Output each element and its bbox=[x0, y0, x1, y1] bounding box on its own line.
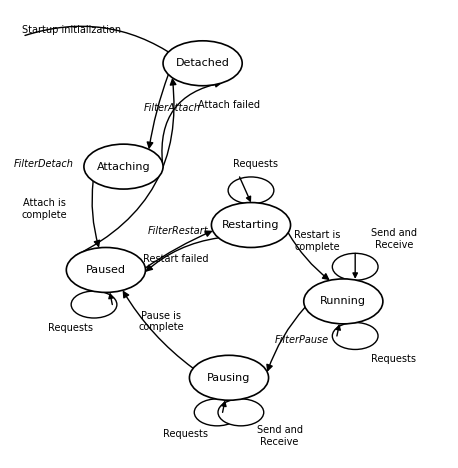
Text: Pausing: Pausing bbox=[207, 373, 251, 383]
FancyArrowPatch shape bbox=[147, 238, 218, 271]
FancyArrowPatch shape bbox=[232, 402, 236, 412]
FancyArrowPatch shape bbox=[123, 292, 193, 368]
Text: Attaching: Attaching bbox=[97, 161, 150, 172]
Text: Attach failed: Attach failed bbox=[198, 101, 260, 110]
Text: FilterAttach: FilterAttach bbox=[143, 103, 200, 113]
FancyArrowPatch shape bbox=[76, 79, 176, 256]
Ellipse shape bbox=[66, 248, 146, 292]
Text: Send and
Receive: Send and Receive bbox=[256, 425, 303, 446]
Text: FilterRestart: FilterRestart bbox=[148, 226, 209, 236]
Text: Running: Running bbox=[320, 296, 366, 307]
FancyArrowPatch shape bbox=[145, 231, 211, 268]
Text: Requests: Requests bbox=[371, 354, 416, 365]
Ellipse shape bbox=[333, 253, 378, 280]
Ellipse shape bbox=[333, 322, 378, 350]
Text: Startup initialization: Startup initialization bbox=[22, 25, 121, 35]
Text: Restarting: Restarting bbox=[222, 220, 280, 230]
Ellipse shape bbox=[190, 355, 268, 400]
Text: Pause is
complete: Pause is complete bbox=[138, 311, 184, 332]
Text: Restart failed: Restart failed bbox=[143, 254, 209, 264]
FancyArrowPatch shape bbox=[353, 253, 357, 278]
Text: Detached: Detached bbox=[176, 58, 229, 68]
Ellipse shape bbox=[228, 177, 274, 204]
FancyArrowPatch shape bbox=[267, 307, 305, 371]
Ellipse shape bbox=[194, 399, 240, 426]
Ellipse shape bbox=[71, 291, 117, 318]
FancyArrowPatch shape bbox=[92, 181, 100, 246]
FancyArrowPatch shape bbox=[109, 294, 113, 305]
FancyArrowPatch shape bbox=[222, 402, 226, 412]
FancyArrowPatch shape bbox=[288, 233, 328, 279]
Ellipse shape bbox=[84, 144, 163, 189]
FancyArrowPatch shape bbox=[147, 74, 169, 148]
Text: Attach is
complete: Attach is complete bbox=[22, 198, 67, 220]
Ellipse shape bbox=[163, 41, 242, 86]
Text: Send and
Receive: Send and Receive bbox=[371, 228, 417, 250]
Ellipse shape bbox=[212, 203, 290, 248]
Ellipse shape bbox=[304, 279, 383, 324]
Ellipse shape bbox=[218, 399, 264, 426]
Text: Requests: Requests bbox=[163, 430, 207, 439]
FancyArrowPatch shape bbox=[336, 325, 340, 336]
Text: Paused: Paused bbox=[86, 265, 126, 275]
FancyArrowPatch shape bbox=[162, 81, 221, 163]
FancyArrowPatch shape bbox=[240, 177, 251, 201]
Text: FilterPause: FilterPause bbox=[274, 335, 328, 344]
Text: FilterDetach: FilterDetach bbox=[14, 160, 73, 169]
Text: Requests: Requests bbox=[233, 159, 278, 169]
Text: Restart is
complete: Restart is complete bbox=[294, 230, 340, 251]
Text: Requests: Requests bbox=[48, 323, 93, 333]
